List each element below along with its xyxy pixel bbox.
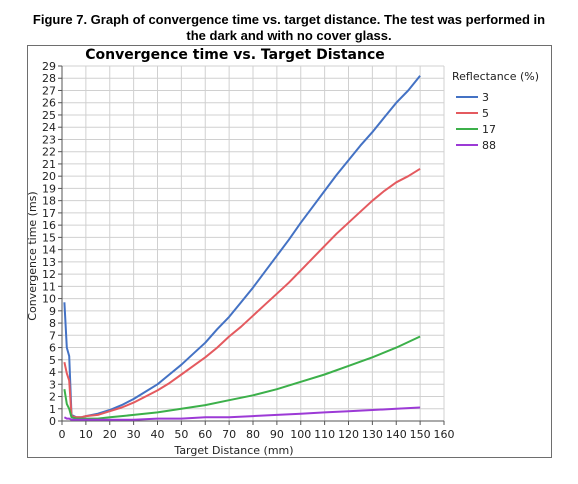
- series-lines: [63, 75, 421, 421]
- y-tick-label: 8: [49, 317, 56, 330]
- y-tick-label: 24: [42, 121, 56, 134]
- x-tick-label: 120: [338, 428, 359, 441]
- y-tick-label: 29: [42, 60, 56, 73]
- y-tick-label: 18: [42, 195, 56, 208]
- y-tick-label: 0: [49, 415, 56, 428]
- legend-label-88: 88: [482, 139, 496, 152]
- y-tick-label: 27: [42, 84, 56, 97]
- y-tick-label: 1: [49, 403, 56, 416]
- x-tick-label: 30: [127, 428, 141, 441]
- legend-label-5: 5: [482, 107, 489, 120]
- series-line-5: [63, 167, 421, 419]
- x-tick-label: 130: [362, 428, 383, 441]
- x-tick-label: 10: [79, 428, 93, 441]
- y-axis-title: Convergence time (ms): [26, 191, 39, 320]
- y-tick-label: 2: [49, 391, 56, 404]
- y-tick-label: 7: [49, 329, 56, 342]
- y-tick-label: 26: [42, 97, 56, 110]
- y-tick-label: 21: [42, 158, 56, 171]
- y-tick-label: 6: [49, 342, 56, 355]
- axes: 0 10 20 30 40 50 60 70 80 90 100 110 120 130 140 150 160…: [42, 60, 455, 441]
- y-tick-label: 13: [42, 256, 56, 269]
- y-tick-label: 11: [42, 280, 56, 293]
- y-tick-label: 12: [42, 268, 56, 281]
- legend-label-17: 17: [482, 123, 496, 136]
- y-tick-label: 16: [42, 219, 56, 232]
- y-tick-label: 20: [42, 170, 56, 183]
- legend-label-3: 3: [482, 91, 489, 104]
- y-tick-label: 28: [42, 72, 56, 85]
- series-line-17: [63, 335, 421, 420]
- x-tick-label: 150: [410, 428, 431, 441]
- grid-lines: [61, 65, 445, 422]
- y-tick-label: 17: [42, 207, 56, 220]
- x-tick-label: 20: [103, 428, 117, 441]
- x-tick-label: 100: [290, 428, 311, 441]
- y-tick-label: 3: [49, 378, 56, 391]
- chart-title: Convergence time vs. Target Distance: [85, 47, 384, 63]
- figure-caption-line-2: the dark and with no cover glass.: [186, 28, 392, 43]
- x-tick-label: 60: [198, 428, 212, 441]
- x-tick-label: 160: [434, 428, 455, 441]
- legend-title: Reflectance (%): [452, 70, 539, 83]
- y-tick-label: 4: [49, 366, 56, 379]
- x-tick-label: 0: [59, 428, 66, 441]
- y-tick-label: 9: [49, 305, 56, 318]
- x-tick-label: 40: [151, 428, 165, 441]
- series-line-88: [63, 406, 421, 421]
- y-tick-label: 23: [42, 133, 56, 146]
- y-tick-label: 19: [42, 182, 56, 195]
- x-tick-label: 110: [314, 428, 335, 441]
- legend: Reflectance (%) 3 5 17 88: [452, 70, 539, 152]
- y-tick-label: 10: [42, 293, 56, 306]
- figure-caption-line-1: Figure 7. Graph of convergence time vs. …: [32, 12, 546, 27]
- x-axis-title: Target Distance (mm): [173, 444, 293, 457]
- x-tick-label: 70: [222, 428, 236, 441]
- figure-caption: Figure 7. Graph of convergence time vs. …: [0, 12, 578, 44]
- x-tick-label: 140: [386, 428, 407, 441]
- y-tick-label: 5: [49, 354, 56, 367]
- y-tick-label: 25: [42, 109, 56, 122]
- y-tick-label: 15: [42, 231, 56, 244]
- y-tick-label: 14: [42, 244, 56, 257]
- x-tick-label: 90: [270, 428, 284, 441]
- y-tick-label: 22: [42, 146, 56, 159]
- x-tick-label: 80: [246, 428, 260, 441]
- x-tick-label: 50: [174, 428, 188, 441]
